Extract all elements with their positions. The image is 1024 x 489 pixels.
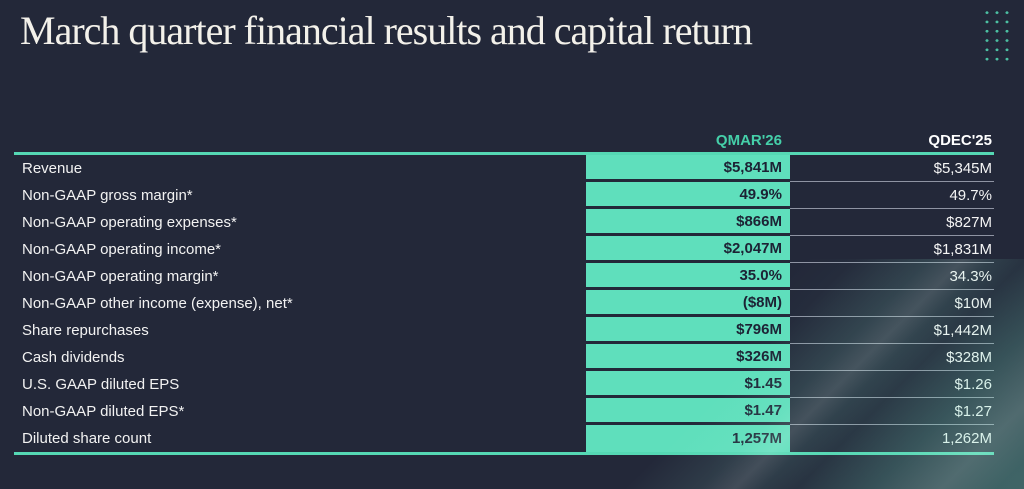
- qdec-value: $1.27: [790, 398, 994, 425]
- page-title: March quarter financial results and capi…: [20, 8, 753, 53]
- table-row: Non-GAAP operating expenses* $866M $827M: [14, 209, 994, 236]
- row-label: Non-GAAP operating margin*: [22, 268, 219, 285]
- row-label: Non-GAAP gross margin*: [22, 187, 193, 204]
- table-row: Cash dividends $326M $328M: [14, 344, 994, 371]
- table-row: Non-GAAP other income (expense), net* ($…: [14, 290, 994, 317]
- row-label: Revenue: [22, 160, 83, 177]
- row-label: U.S. GAAP diluted EPS: [22, 376, 180, 393]
- table-top-rule: [14, 152, 994, 155]
- qmar-value: 35.0%: [586, 263, 790, 290]
- row-label: Share repurchases: [22, 322, 149, 339]
- qdec-value: $827M: [790, 209, 994, 236]
- qmar-value: $2,047M: [586, 236, 790, 263]
- table-rows: Revenue $5,841M $5,345M Non-GAAP gross m…: [14, 155, 994, 452]
- qmar-value: $5,841M: [586, 155, 790, 182]
- table-row: Diluted share count 1,257M 1,262M: [14, 425, 994, 452]
- qmar-value: $866M: [586, 209, 790, 236]
- financial-results-table: QMAR'26 QDEC'25 Revenue $5,841M $5,345M …: [14, 130, 994, 455]
- qdec-value: 49.7%: [790, 182, 994, 209]
- row-label: Non-GAAP operating income*: [22, 241, 221, 258]
- qdec-value: 1,262M: [941, 430, 992, 447]
- qmar-value: $1.45: [586, 371, 790, 398]
- qmar-value: $796M: [586, 317, 790, 344]
- qdec-value: $10M: [790, 290, 994, 317]
- row-label: Non-GAAP diluted EPS*: [22, 403, 185, 420]
- qdec-value: 34.3%: [790, 263, 994, 290]
- row-label: Diluted share count: [22, 430, 152, 447]
- row-label: Non-GAAP other income (expense), net*: [22, 295, 293, 312]
- row-label: Cash dividends: [22, 349, 125, 366]
- qmar-value: $1.47: [586, 398, 790, 425]
- table-row: Non-GAAP operating margin* 35.0% 34.3%: [14, 263, 994, 290]
- table-row: Non-GAAP gross margin* 49.9% 49.7%: [14, 182, 994, 209]
- qdec-value: $1.26: [790, 371, 994, 398]
- qdec-value: $5,345M: [790, 155, 994, 182]
- table-row: Non-GAAP diluted EPS* $1.47 $1.27: [14, 398, 994, 425]
- qmar-value: 1,257M: [586, 425, 790, 452]
- table-row: Non-GAAP operating income* $2,047M $1,83…: [14, 236, 994, 263]
- qdec-value: $1,831M: [790, 236, 994, 263]
- table-header-row: QMAR'26 QDEC'25: [14, 130, 994, 152]
- row-label: Non-GAAP operating expenses*: [22, 214, 237, 231]
- table-row: Revenue $5,841M $5,345M: [14, 155, 994, 182]
- table-row: Share repurchases $796M $1,442M: [14, 317, 994, 344]
- qdec-value: $328M: [790, 344, 994, 371]
- qmar-value: 49.9%: [586, 182, 790, 209]
- table-bottom-rule: [14, 452, 994, 455]
- qdec-value: $1,442M: [790, 317, 994, 344]
- qmar-value: ($8M): [586, 290, 790, 317]
- table-row: U.S. GAAP diluted EPS $1.45 $1.26: [14, 371, 994, 398]
- dot-grid-decoration: [981, 7, 1011, 63]
- column-header-qmar26: QMAR'26: [715, 132, 782, 149]
- column-header-qdec25: QDEC'25: [928, 132, 992, 149]
- qmar-value: $326M: [586, 344, 790, 371]
